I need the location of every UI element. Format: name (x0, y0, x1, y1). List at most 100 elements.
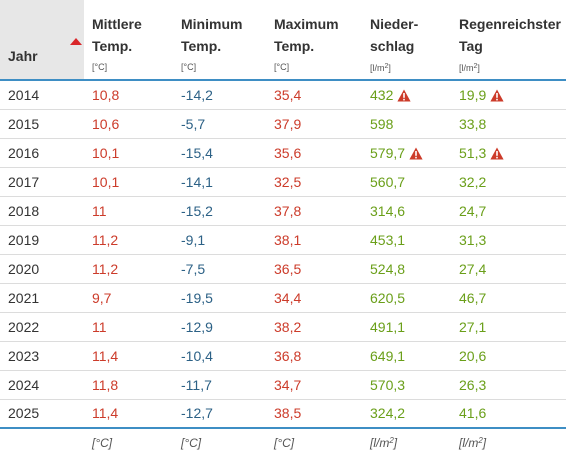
cell-precipitation-value: 314,6 (370, 202, 406, 219)
cell-precipitation-value: 491,1 (370, 318, 406, 335)
cell-rainiest-day: 31,3 (451, 225, 566, 255)
cell-rainiest-day-value: 51,3 (459, 144, 487, 161)
cell-precipitation: 324,2 (362, 399, 451, 429)
cell-min-temp-value: -12,7 (181, 405, 213, 422)
footer-unit-mean: [°C] (84, 427, 173, 456)
cell-rainiest-day: 24,7 (451, 196, 566, 226)
cell-mean-temp: 10,1 (84, 138, 173, 168)
sort-ascending-icon[interactable] (70, 38, 82, 45)
cell-max-temp: 38,1 (266, 225, 362, 255)
cell-mean-temp-value: 10,1 (92, 144, 120, 161)
cell-rainiest-day: 27,1 (451, 312, 566, 342)
cell-year: 2018 (0, 196, 84, 226)
column-header-min-temp[interactable]: Minimum Temp. [°C] (173, 0, 266, 81)
cell-year: 2025 (0, 399, 84, 429)
cell-precipitation: 524,8 (362, 254, 451, 284)
cell-year-value: 2017 (8, 173, 40, 190)
cell-precipitation-value: 649,1 (370, 347, 406, 364)
warning-icon[interactable] (409, 147, 423, 160)
table-row: 2014 10,8 -14,2 35,4 432 19,9 (0, 80, 566, 110)
cell-rainiest-day-value: 24,7 (459, 202, 487, 219)
cell-min-temp-value: -15,4 (181, 144, 213, 161)
cell-precipitation: 453,1 (362, 225, 451, 255)
cell-max-temp-value: 36,8 (274, 347, 302, 364)
cell-rainiest-day: 46,7 (451, 283, 566, 313)
cell-mean-temp: 11 (84, 312, 173, 342)
cell-year: 2015 (0, 109, 84, 139)
cell-max-temp: 34,4 (266, 283, 362, 313)
unit-label: [l/m2] (459, 63, 480, 73)
cell-rainiest-day-value: 31,3 (459, 231, 487, 248)
column-header-rainiest-day[interactable]: Regenreichster Tag [l/m2] (451, 0, 566, 81)
unit-label: [°C] (181, 62, 197, 72)
cell-min-temp: -9,1 (173, 225, 266, 255)
cell-min-temp-value: -14,2 (181, 86, 213, 103)
cell-rainiest-day: 51,3 (451, 138, 566, 168)
cell-mean-temp: 11,2 (84, 225, 173, 255)
cell-mean-temp-value: 9,7 (92, 289, 112, 306)
cell-mean-temp-value: 11,8 (92, 376, 119, 393)
cell-mean-temp: 10,1 (84, 167, 173, 197)
cell-precipitation-value: 324,2 (370, 405, 406, 422)
table-row: 2019 11,2 -9,1 38,1 453,1 31,3 (0, 225, 566, 255)
cell-rainiest-day-value: 26,3 (459, 376, 487, 393)
cell-year-value: 2023 (8, 347, 40, 364)
cell-mean-temp-value: 10,8 (92, 86, 120, 103)
column-header-year[interactable]: Jahr (0, 0, 84, 81)
cell-mean-temp-value: 10,6 (92, 115, 120, 132)
column-header-max-temp[interactable]: Maximum Temp. [°C] (266, 0, 362, 81)
cell-year: 2014 (0, 80, 84, 110)
cell-min-temp: -12,9 (173, 312, 266, 342)
cell-year: 2022 (0, 312, 84, 342)
table-row: 2018 11 -15,2 37,8 314,6 24,7 (0, 196, 566, 226)
cell-precipitation-value: 432 (370, 86, 394, 103)
footer-unit-min: [°C] (173, 427, 266, 456)
cell-mean-temp: 11,4 (84, 341, 173, 371)
cell-rainiest-day-value: 27,4 (459, 260, 487, 277)
footer-unit-max: [°C] (266, 427, 362, 456)
cell-min-temp-value: -11,7 (181, 376, 212, 393)
cell-precipitation-value: 579,7 (370, 144, 406, 161)
footer-unit-rainiest: [l/m2] (451, 427, 566, 456)
cell-precipitation-value: 570,3 (370, 376, 406, 393)
unit-label: [l/m2] (370, 63, 391, 73)
cell-max-temp: 38,5 (266, 399, 362, 429)
warning-icon[interactable] (397, 89, 411, 102)
warning-icon[interactable] (490, 147, 504, 160)
cell-max-temp-value: 32,5 (274, 173, 302, 190)
cell-year-value: 2020 (8, 260, 40, 277)
cell-year: 2023 (0, 341, 84, 371)
cell-precipitation-value: 560,7 (370, 173, 406, 190)
cell-precipitation: 560,7 (362, 167, 451, 197)
cell-mean-temp: 11,8 (84, 370, 173, 400)
column-header-precipitation[interactable]: Nieder- schlag [l/m2] (362, 0, 451, 81)
cell-mean-temp: 11,4 (84, 399, 173, 429)
cell-precipitation-value: 620,5 (370, 289, 406, 306)
cell-max-temp-value: 38,1 (274, 231, 302, 248)
cell-max-temp-value: 38,2 (274, 318, 302, 335)
cell-min-temp-value: -7,5 (181, 260, 206, 277)
cell-year-value: 2019 (8, 231, 40, 248)
cell-max-temp: 37,8 (266, 196, 362, 226)
unit-label: [°C] (92, 62, 108, 72)
cell-precipitation: 491,1 (362, 312, 451, 342)
cell-precipitation: 579,7 (362, 138, 451, 168)
cell-rainiest-day: 20,6 (451, 341, 566, 371)
cell-max-temp-value: 34,4 (274, 289, 302, 306)
warning-icon[interactable] (490, 89, 504, 102)
cell-rainiest-day-value: 32,2 (459, 173, 487, 190)
footer-unit-precip: [l/m2] (362, 427, 451, 456)
table-row: 2020 11,2 -7,5 36,5 524,8 27,4 (0, 254, 566, 284)
cell-year: 2016 (0, 138, 84, 168)
cell-min-temp: -12,7 (173, 399, 266, 429)
cell-max-temp: 35,4 (266, 80, 362, 110)
table-row: 2017 10,1 -14,1 32,5 560,7 32,2 (0, 167, 566, 197)
cell-precipitation-value: 524,8 (370, 260, 406, 277)
cell-year: 2020 (0, 254, 84, 284)
column-header-mean-temp[interactable]: Mittlere Temp. [°C] (84, 0, 173, 81)
cell-min-temp: -7,5 (173, 254, 266, 284)
cell-max-temp-value: 37,9 (274, 115, 302, 132)
cell-year-value: 2025 (8, 405, 40, 422)
cell-min-temp: -19,5 (173, 283, 266, 313)
